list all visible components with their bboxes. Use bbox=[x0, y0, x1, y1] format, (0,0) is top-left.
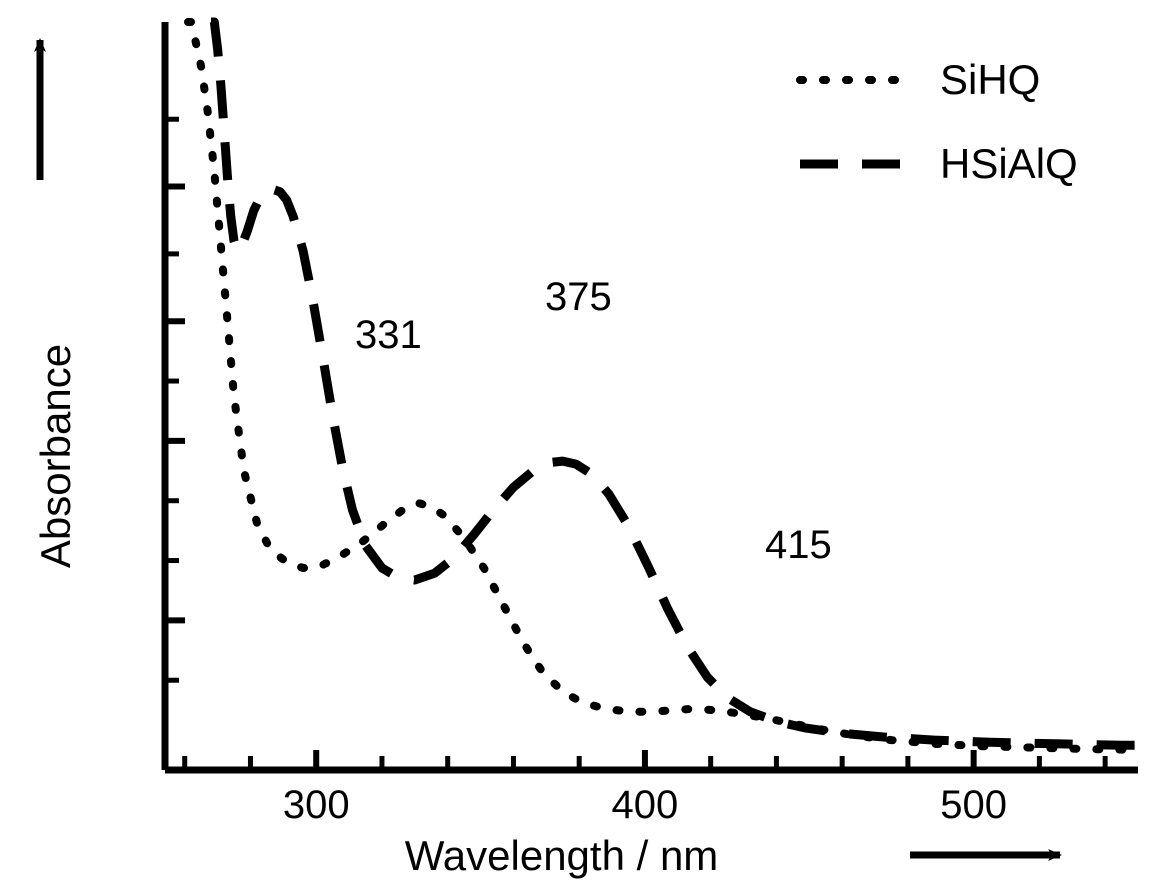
legend-label: SiHQ bbox=[940, 56, 1040, 103]
x-tick-label: 400 bbox=[612, 783, 679, 827]
legend-label: HSiAlQ bbox=[940, 140, 1078, 187]
absorbance-chart: 300 400 500 331 375 415 SiHQ HSiAlQ Wavelengt… bbox=[0, 0, 1163, 887]
y-axis-label: Absorbance bbox=[32, 344, 79, 568]
peak-label: 375 bbox=[545, 275, 612, 319]
x-axis-label: Wavelength / nm bbox=[405, 832, 719, 879]
chart-svg: 300 400 500 331 375 415 SiHQ HSiAlQ Wavelengt… bbox=[0, 0, 1163, 887]
peak-label: 415 bbox=[765, 523, 832, 567]
x-tick-label: 500 bbox=[940, 783, 1007, 827]
peak-label: 331 bbox=[355, 313, 422, 357]
x-tick-label: 300 bbox=[283, 783, 350, 827]
